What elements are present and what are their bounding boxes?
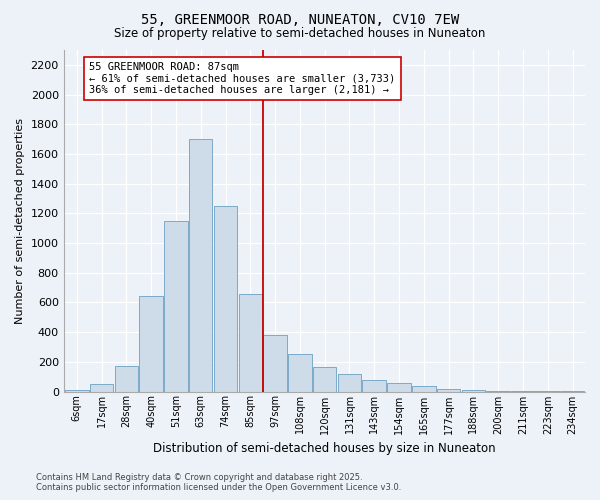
Bar — [412, 386, 436, 392]
Bar — [139, 296, 163, 392]
Bar — [115, 366, 138, 392]
Bar — [90, 384, 113, 392]
Bar — [437, 388, 460, 392]
Bar — [313, 367, 337, 392]
Text: 55 GREENMOOR ROAD: 87sqm
← 61% of semi-detached houses are smaller (3,733)
36% o: 55 GREENMOOR ROAD: 87sqm ← 61% of semi-d… — [89, 62, 395, 95]
Text: Size of property relative to semi-detached houses in Nuneaton: Size of property relative to semi-detach… — [115, 28, 485, 40]
Bar — [288, 354, 311, 392]
Bar — [461, 390, 485, 392]
Text: 55, GREENMOOR ROAD, NUNEATON, CV10 7EW: 55, GREENMOOR ROAD, NUNEATON, CV10 7EW — [141, 12, 459, 26]
Bar — [263, 335, 287, 392]
Bar — [487, 391, 510, 392]
Bar — [362, 380, 386, 392]
Bar — [338, 374, 361, 392]
Bar — [239, 294, 262, 392]
Text: Contains HM Land Registry data © Crown copyright and database right 2025.
Contai: Contains HM Land Registry data © Crown c… — [36, 473, 401, 492]
X-axis label: Distribution of semi-detached houses by size in Nuneaton: Distribution of semi-detached houses by … — [154, 442, 496, 455]
Bar — [387, 384, 411, 392]
Bar — [65, 390, 89, 392]
Y-axis label: Number of semi-detached properties: Number of semi-detached properties — [15, 118, 25, 324]
Bar — [214, 206, 237, 392]
Bar — [164, 221, 188, 392]
Bar — [189, 139, 212, 392]
